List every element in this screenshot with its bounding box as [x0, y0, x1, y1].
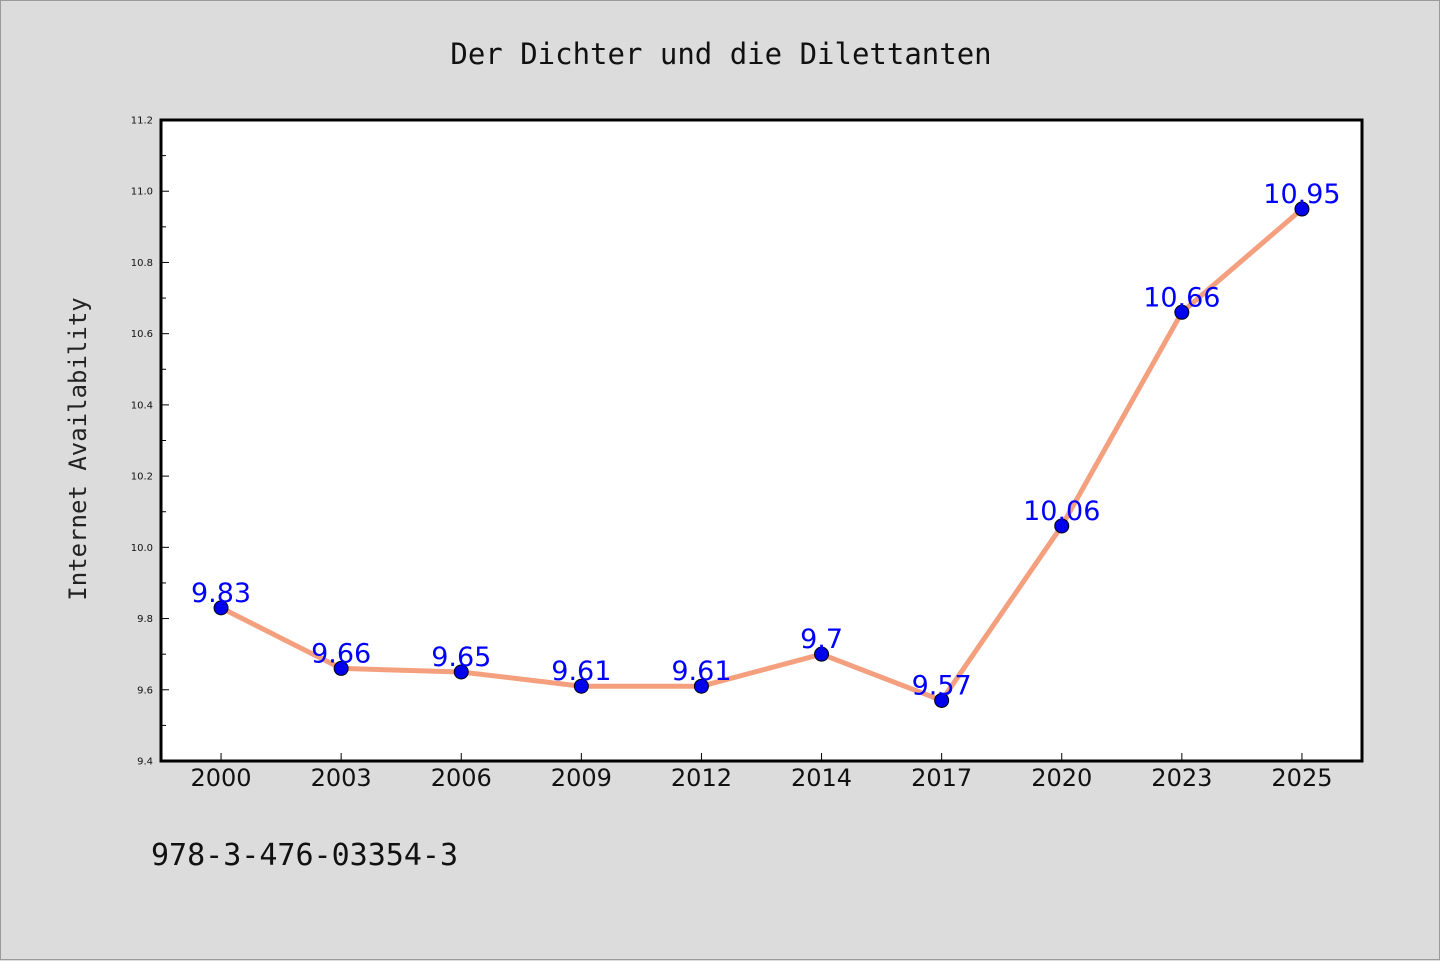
chart-title: Der Dichter und die Dilettanten	[450, 37, 991, 71]
data-point	[1294, 201, 1310, 217]
data-point	[573, 678, 589, 694]
plot-area	[161, 120, 1362, 761]
y-tick-label: 11.2	[131, 116, 153, 127]
y-tick-label: 10.6	[131, 329, 153, 340]
series-line-path	[218, 206, 1305, 703]
y-tick-label: 9.4	[137, 757, 153, 768]
y-tick-label: 9.8	[137, 614, 153, 625]
x-tick-label: 2012	[671, 764, 732, 792]
y-tick-label: 10.2	[131, 472, 153, 483]
data-label: 9.65	[431, 642, 491, 673]
data-point	[1174, 304, 1190, 320]
data-label: 9.83	[191, 578, 251, 609]
data-point	[693, 678, 709, 694]
series-line	[218, 206, 1305, 703]
plot-frame	[159, 118, 1364, 763]
series-markers	[213, 201, 1310, 708]
x-tick-label: 2000	[191, 764, 252, 792]
x-tick-label: 2020	[1031, 764, 1092, 792]
x-tick-label: 2014	[791, 764, 852, 792]
y-tick-label: 11.0	[131, 187, 153, 198]
y-axis-label: Internet Availability	[64, 297, 92, 600]
data-label: 10.95	[1263, 179, 1340, 210]
data-label: 10.06	[1023, 496, 1100, 527]
data-label: 9.61	[551, 656, 611, 687]
isbn-footer: 978-3-476-03354-3	[151, 838, 458, 873]
data-label: 10.66	[1143, 282, 1220, 313]
y-tick-label: 9.6	[137, 685, 153, 696]
y-tick-label: 10.4	[131, 400, 153, 411]
x-tick-label: 2003	[311, 764, 372, 792]
data-point	[453, 664, 469, 680]
data-point	[1054, 518, 1070, 534]
data-label: 9.61	[671, 656, 731, 687]
y-tick-label: 10.8	[131, 258, 153, 269]
axes: 9.4 9.6 9.8 10.0 10.2 10.4 10.6 10.8 11.0 11.2 200…	[131, 116, 1333, 793]
data-point	[333, 660, 349, 676]
x-tick-label: 2009	[551, 764, 612, 792]
x-tick-label: 2017	[911, 764, 972, 792]
y-tick-label: 10.0	[131, 543, 153, 554]
data-labels: 9.83 9.66 9.65 9.61 9.61 9.7 9.57 10.06 10.66 10.…	[191, 179, 1341, 701]
x-tick-label: 2023	[1151, 764, 1212, 792]
data-label: 9.7	[800, 624, 843, 655]
data-point	[934, 692, 950, 708]
data-label: 9.57	[912, 670, 972, 701]
data-label: 9.66	[311, 638, 371, 669]
data-point	[814, 646, 830, 662]
x-tick-label: 2006	[431, 764, 492, 792]
data-point	[213, 600, 229, 616]
x-tick-label: 2025	[1271, 764, 1332, 792]
